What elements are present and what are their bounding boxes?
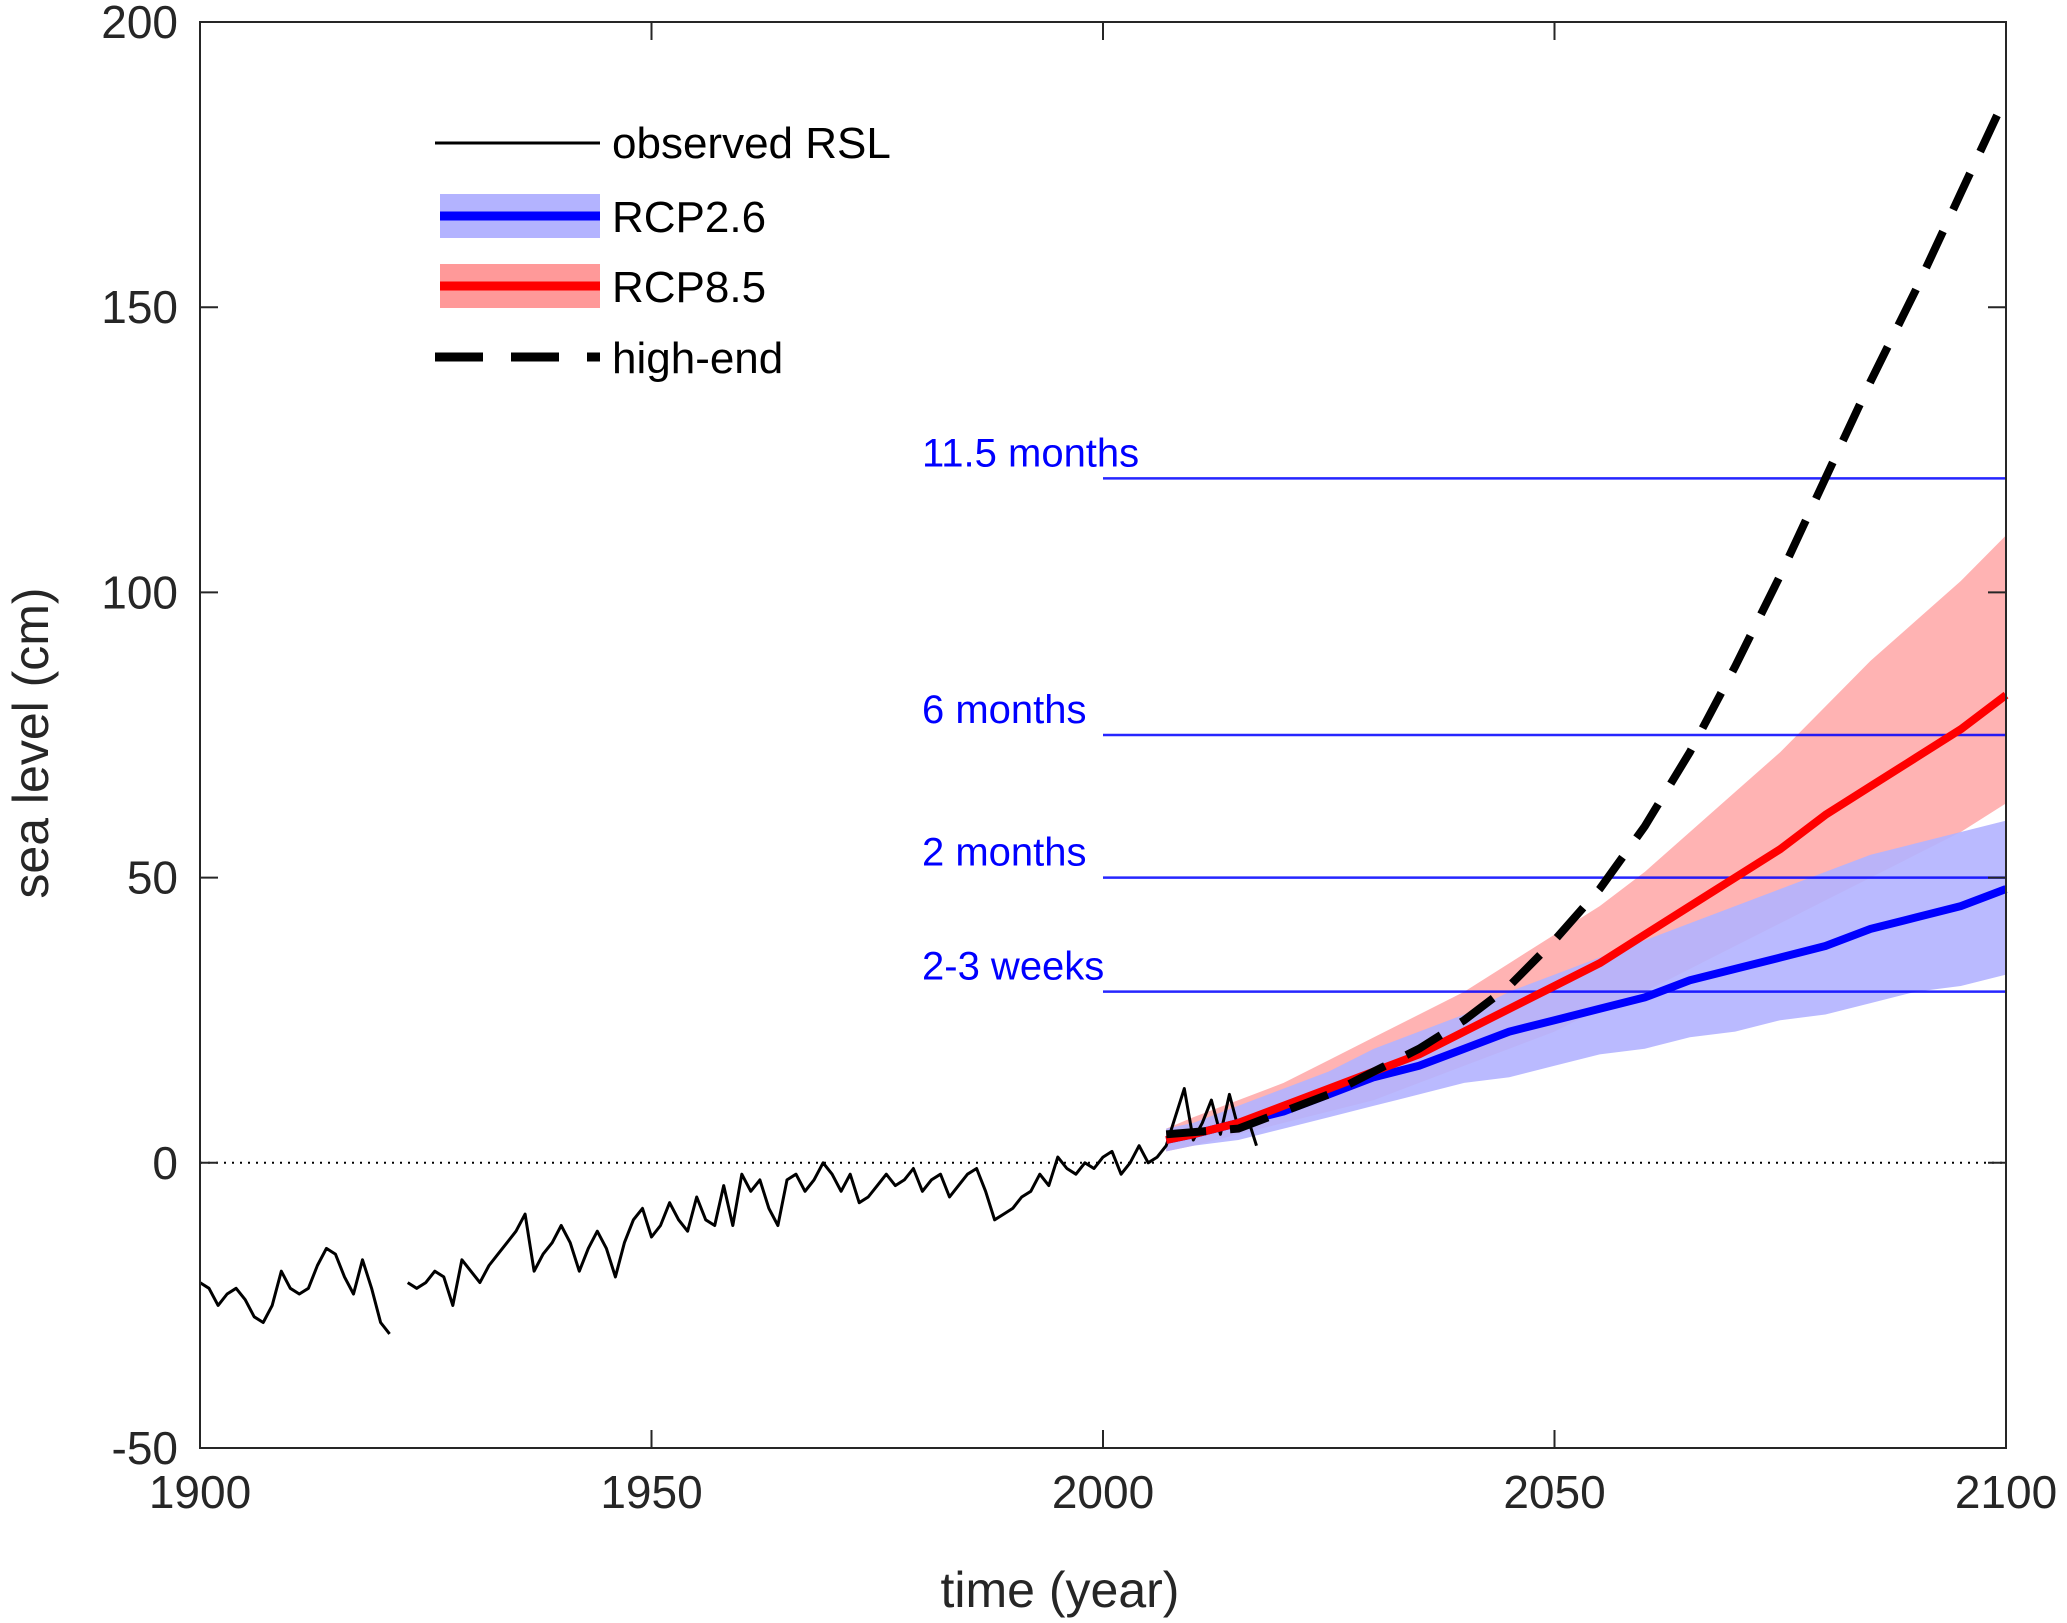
rcp85-median-line <box>1165 691 2009 1144</box>
rcp85-band <box>1166 535 2006 1152</box>
duration-thresholds: 11.5 months 6 months 2 months 2-3 weeks <box>922 431 2006 993</box>
x-axis-title: time (year) <box>941 1562 1180 1618</box>
y-tick-label: 200 <box>101 0 178 48</box>
legend-observed-label: observed RSL <box>612 119 891 168</box>
threshold-label: 2-3 weeks <box>922 945 1104 989</box>
y-tick-label: 150 <box>101 281 178 333</box>
y-tick-label: 50 <box>127 852 178 904</box>
x-tick-label: 2000 <box>1052 1466 1154 1518</box>
x-tick-label: 2050 <box>1503 1466 1605 1518</box>
high-end-line <box>1165 94 2010 1139</box>
axes: 1900 1950 2000 2050 2100 -50 0 50 100 150 200 <box>101 0 2057 1518</box>
observed-rsl-line <box>199 1246 391 1335</box>
y-tick-label: -50 <box>112 1422 178 1474</box>
uncertainty-bands <box>1166 535 2006 1152</box>
x-tick-label: 2100 <box>1955 1466 2057 1518</box>
x-tick-label: 1950 <box>600 1466 702 1518</box>
data-series <box>199 94 2010 1335</box>
threshold-label: 6 months <box>922 688 1087 732</box>
legend-rcp85-label: RCP8.5 <box>612 263 766 312</box>
legend-rcp26-label: RCP2.6 <box>612 193 766 242</box>
x-tick-label: 1900 <box>149 1466 251 1518</box>
observed-rsl-line <box>406 1087 1258 1307</box>
y-tick-label: 0 <box>152 1137 178 1189</box>
legend-highend-label: high-end <box>612 334 783 383</box>
y-tick-label: 100 <box>101 566 178 618</box>
y-axis-title: sea level (cm) <box>3 587 59 898</box>
threshold-label: 2 months <box>922 831 1087 875</box>
legend: observed RSL RCP2.6 RCP8.5 high-end <box>435 119 891 383</box>
threshold-label: 11.5 months <box>922 431 1139 475</box>
